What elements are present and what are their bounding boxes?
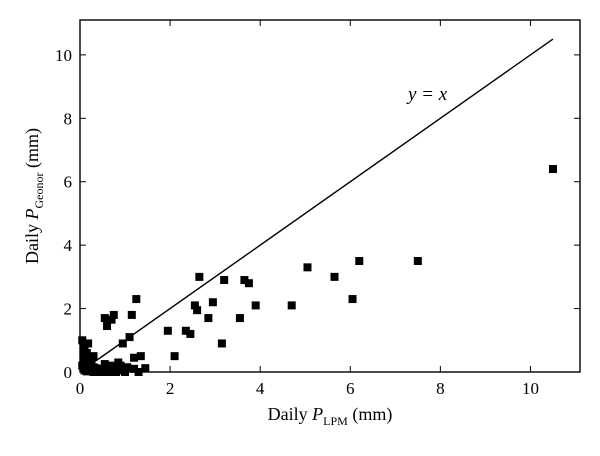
data-point — [105, 368, 114, 376]
x-tick-label: 2 — [166, 379, 175, 398]
data-point — [121, 368, 130, 376]
data-point — [141, 364, 150, 373]
data-point — [204, 314, 213, 323]
data-point — [220, 276, 229, 285]
data-point — [240, 276, 249, 285]
data-point — [98, 368, 107, 376]
data-point — [82, 348, 91, 357]
data-point — [208, 298, 217, 307]
data-point — [181, 326, 190, 335]
data-point — [78, 361, 87, 370]
data-point — [195, 272, 204, 281]
y-tick-label: 10 — [55, 46, 72, 65]
data-point — [91, 364, 100, 373]
data-point — [235, 314, 244, 323]
y-tick-label: 8 — [64, 109, 73, 128]
data-point — [132, 295, 141, 304]
data-point — [130, 364, 139, 373]
identity-reference-line — [79, 38, 554, 373]
data-point — [348, 295, 357, 304]
data-point — [89, 352, 98, 361]
y-tick-label: 2 — [64, 300, 73, 319]
data-point — [413, 257, 422, 266]
data-point — [186, 329, 195, 338]
x-tick-label: 10 — [522, 379, 539, 398]
data-point — [193, 306, 202, 315]
data-point — [251, 301, 260, 310]
axis-tick-labels: 0 2 4 6 8 10 0 2 4 6 8 10 — [55, 46, 539, 398]
data-point — [103, 363, 112, 372]
data-point — [78, 336, 87, 345]
data-point — [125, 333, 134, 342]
data-point — [79, 353, 88, 362]
y-tick-label: 0 — [64, 363, 73, 382]
plot-frame — [79, 19, 581, 373]
y-tick-label: 6 — [64, 173, 73, 192]
x-tick-label: 8 — [436, 379, 445, 398]
data-point — [355, 257, 364, 266]
data-point — [190, 301, 199, 310]
data-point — [136, 352, 145, 361]
data-points — [78, 165, 557, 376]
data-point — [112, 368, 121, 376]
data-point — [130, 353, 139, 362]
data-point — [123, 363, 132, 372]
data-point — [170, 352, 179, 361]
y-tick-label: 4 — [64, 236, 73, 255]
x-tick-label: 6 — [346, 379, 355, 398]
data-point — [134, 368, 143, 376]
data-point — [118, 339, 127, 348]
data-point — [116, 361, 125, 370]
data-point — [303, 263, 312, 272]
data-point — [217, 339, 226, 348]
data-point — [163, 326, 172, 335]
data-point — [330, 272, 339, 281]
data-point — [84, 339, 93, 348]
y-axis-label: Daily PGeonor (mm) — [22, 128, 46, 264]
data-point — [107, 315, 116, 324]
data-point — [82, 367, 91, 376]
data-point — [103, 322, 112, 331]
data-point — [287, 301, 296, 310]
data-point — [109, 310, 118, 319]
data-point — [100, 314, 109, 323]
x-axis-label: Daily PLPM (mm) — [268, 404, 393, 428]
identity-line-label: y = x — [406, 84, 448, 105]
x-tick-label: 0 — [76, 379, 85, 398]
data-point — [244, 279, 253, 288]
x-tick-label: 4 — [256, 379, 265, 398]
data-point — [127, 310, 136, 319]
data-point — [548, 165, 557, 174]
data-point — [87, 360, 96, 369]
